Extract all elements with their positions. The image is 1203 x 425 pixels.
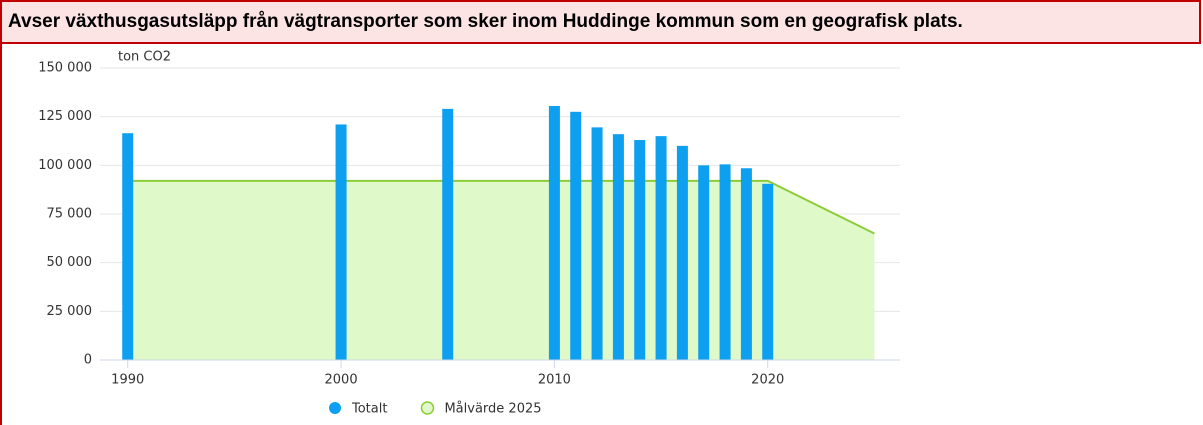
x-tick-label: 2010: [538, 373, 571, 388]
y-tick-label: 100 000: [38, 158, 92, 173]
x-tick-label: 1990: [111, 373, 144, 388]
bar: [591, 127, 603, 360]
legend-label: Totalt: [351, 402, 387, 417]
x-tick-label: 2000: [325, 373, 358, 388]
bar: [335, 124, 347, 360]
bar: [570, 111, 582, 360]
header-title: Avser växthusgasutsläpp från vägtranspor…: [0, 0, 1201, 44]
bar: [634, 140, 646, 360]
legend-label: Målvärde 2025: [444, 402, 541, 417]
y-tick-label: 150 000: [38, 61, 92, 76]
y-tick-label: 0: [84, 353, 92, 368]
legend-marker: [329, 402, 341, 414]
legend-marker: [420, 401, 435, 415]
bar: [698, 165, 710, 360]
x-tick-label: 2020: [751, 373, 784, 388]
bar: [655, 136, 667, 360]
bar: [122, 133, 134, 360]
bar: [442, 108, 454, 360]
y-axis-label: ton CO2: [118, 50, 171, 65]
y-tick-label: 75 000: [47, 207, 93, 222]
y-tick-label: 50 000: [47, 255, 93, 270]
y-tick-label: 25 000: [47, 304, 93, 319]
bar: [676, 145, 688, 360]
bar: [612, 134, 624, 360]
bar: [762, 183, 774, 360]
bar: [548, 105, 560, 361]
bar: [719, 164, 731, 360]
y-tick-label: 125 000: [38, 109, 92, 124]
bar: [740, 168, 752, 360]
